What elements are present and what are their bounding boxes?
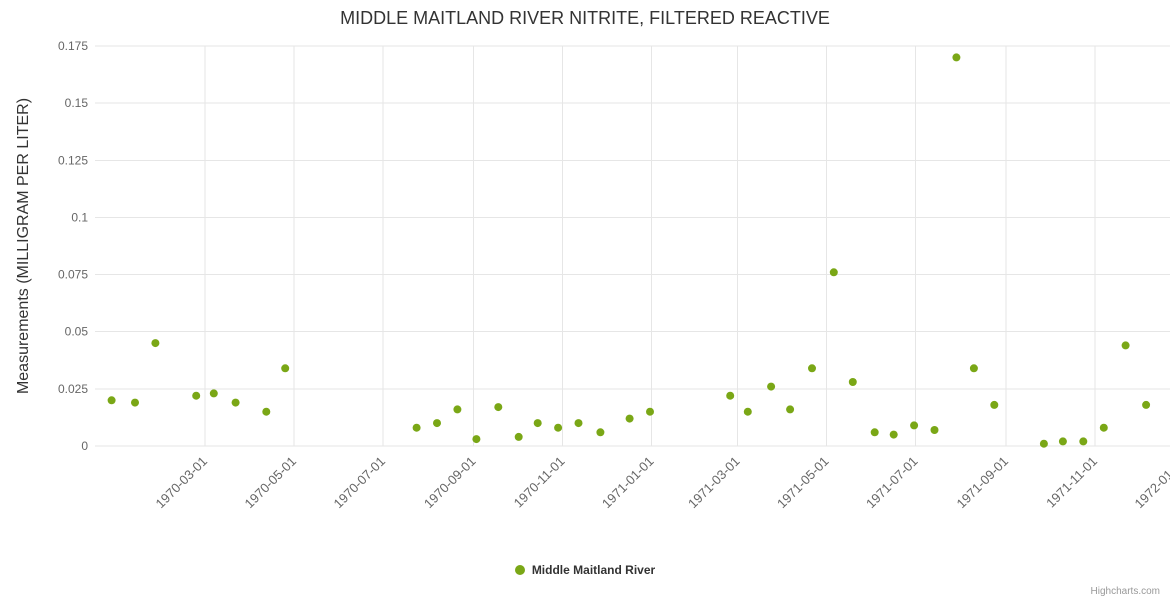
data-point[interactable] <box>151 339 160 348</box>
x-tick-label: 1970-03-01 <box>152 454 210 512</box>
data-point[interactable] <box>192 391 201 400</box>
data-point[interactable] <box>889 430 898 439</box>
highcharts-credits[interactable]: Highcharts.com <box>1090 586 1160 597</box>
data-point[interactable] <box>1058 437 1067 446</box>
y-tick-label: 0.1 <box>71 210 88 224</box>
data-point[interactable] <box>743 407 752 416</box>
data-point[interactable] <box>910 421 919 430</box>
data-point[interactable] <box>574 419 583 428</box>
y-tick-label: 0.075 <box>58 268 88 282</box>
data-point[interactable] <box>533 419 542 428</box>
x-tick-label: 1971-09-01 <box>953 454 1011 512</box>
x-tick-label: 1971-05-01 <box>774 454 832 512</box>
y-tick-label: 0.125 <box>58 153 88 167</box>
data-point[interactable] <box>870 428 879 437</box>
data-point[interactable] <box>952 53 961 62</box>
data-point[interactable] <box>514 432 523 441</box>
data-point[interactable] <box>494 403 503 412</box>
data-point[interactable] <box>107 396 116 405</box>
y-tick-label: 0.15 <box>65 96 89 110</box>
data-point[interactable] <box>231 398 240 407</box>
x-tick-label: 1971-01-01 <box>599 454 657 512</box>
x-tick-label: 1970-07-01 <box>330 454 388 512</box>
chart-title: MIDDLE MAITLAND RIVER NITRITE, FILTERED … <box>340 8 830 28</box>
data-point[interactable] <box>1142 400 1151 409</box>
y-tick-label: 0 <box>81 439 88 453</box>
data-point[interactable] <box>990 400 999 409</box>
data-point[interactable] <box>829 268 838 277</box>
data-point[interactable] <box>767 382 776 391</box>
data-point[interactable] <box>646 407 654 416</box>
data-point[interactable] <box>472 435 481 444</box>
data-point[interactable] <box>1079 437 1088 446</box>
data-point[interactable] <box>262 407 271 416</box>
data-point[interactable] <box>453 405 462 414</box>
data-point[interactable] <box>1039 439 1048 448</box>
y-tick-label: 0.175 <box>58 39 88 53</box>
legend-item[interactable]: Middle Maitland River <box>0 563 1170 577</box>
x-tick-label: 1970-11-01 <box>511 454 568 511</box>
data-point[interactable] <box>786 405 795 414</box>
y-tick-label: 0.025 <box>58 382 88 396</box>
y-tick-label: 0.05 <box>65 325 89 339</box>
data-point[interactable] <box>1099 423 1108 432</box>
data-point[interactable] <box>969 364 978 373</box>
data-point[interactable] <box>848 378 857 386</box>
x-tick-label: 1972-01-01 <box>1131 454 1170 512</box>
data-point[interactable] <box>412 423 421 432</box>
x-tick-label: 1970-09-01 <box>421 454 479 512</box>
data-point[interactable] <box>726 391 735 400</box>
data-point[interactable] <box>930 426 939 434</box>
data-point[interactable] <box>808 364 816 373</box>
data-point[interactable] <box>554 423 563 432</box>
x-tick-label: 1970-05-01 <box>241 454 299 512</box>
data-point[interactable] <box>596 428 605 437</box>
data-point[interactable] <box>209 389 218 398</box>
data-point[interactable] <box>1121 341 1130 350</box>
data-point[interactable] <box>625 414 634 423</box>
x-tick-label: 1971-07-01 <box>863 454 921 512</box>
x-tick-label: 1971-11-01 <box>1043 454 1100 511</box>
data-point[interactable] <box>433 419 441 428</box>
data-point[interactable] <box>281 364 290 373</box>
data-point[interactable] <box>131 398 139 407</box>
x-tick-label: 1971-03-01 <box>685 454 743 512</box>
legend-label: Middle Maitland River <box>531 563 656 577</box>
legend-marker-icon <box>514 565 525 575</box>
